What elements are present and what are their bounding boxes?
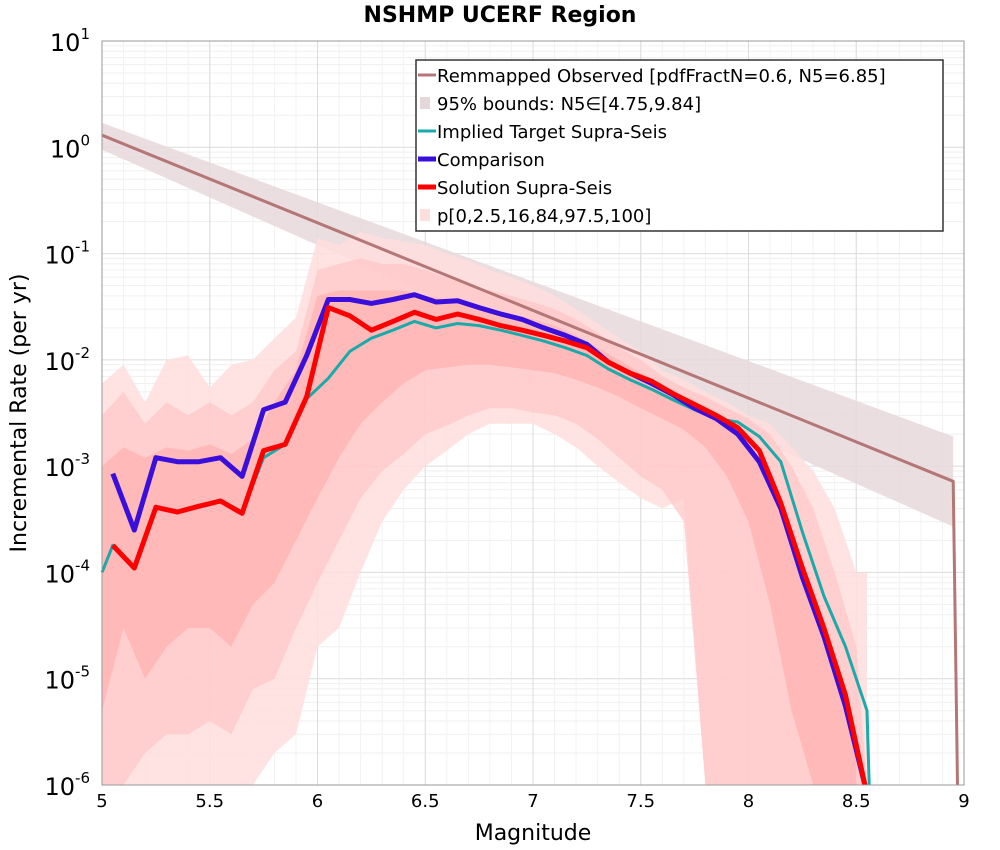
x-tick-label: 5.5: [195, 791, 224, 812]
x-axis-ticks: 5 5.5 6 6.5 7 7.5 8 8.5 9: [96, 791, 969, 812]
legend-label: Comparison: [437, 150, 545, 171]
band-percentile-inner: [102, 290, 857, 785]
legend: Remmapped Observed [pdfFractN=0.6, N5=6.…: [415, 59, 944, 232]
x-tick-label: 9: [958, 791, 969, 812]
x-tick-label: 7.5: [626, 791, 655, 812]
y-tick-label: 100: [50, 131, 90, 163]
y-tick-label: 10-5: [44, 663, 90, 695]
legend-swatch: [420, 209, 430, 221]
y-tick-label: 10-6: [44, 769, 90, 801]
y-tick-label: 101: [50, 25, 90, 57]
plot-frame: [101, 40, 965, 786]
series-line-observed: [101, 133, 959, 786]
x-tick-label: 5: [96, 791, 107, 812]
x-tick-label: 7: [527, 791, 538, 812]
legend-swatch: [420, 97, 430, 109]
x-tick-label: 8: [743, 791, 754, 812]
legend-label: Implied Target Supra-Seis: [437, 122, 667, 143]
x-tick-label: 8.5: [842, 791, 871, 812]
legend-box: [415, 59, 944, 232]
x-tick-label: 6.5: [411, 791, 440, 812]
y-axis-ticks: 101 100 10-1 10-2 10-3 10-4 10-5 10-6: [44, 25, 90, 801]
y-tick-label: 10-4: [44, 556, 90, 588]
y-tick-label: 10-3: [44, 450, 90, 482]
y-axis-label: Incremental Rate (per yr): [7, 274, 32, 553]
series-line-comparison: [110, 292, 868, 786]
legend-label: Solution Supra-Seis: [437, 178, 612, 199]
y-tick-label: 10-1: [44, 238, 90, 270]
legend-label: 95% bounds: N5∈[4.75,9.84]: [437, 94, 701, 115]
y-tick-label: 10-2: [44, 344, 90, 376]
series-line-solution: [110, 305, 868, 786]
legend-label: p[0,2.5,16,84,97.5,100]: [437, 206, 651, 227]
legend-label: Remmapped Observed [pdfFractN=0.6, N5=6.…: [437, 66, 886, 87]
x-axis-label: Magnitude: [475, 821, 592, 846]
plot-border: [101, 40, 965, 786]
series-lines: [100, 133, 959, 786]
x-tick-label: 6: [312, 791, 323, 812]
chart-title: NSHMP UCERF Region: [364, 3, 637, 28]
